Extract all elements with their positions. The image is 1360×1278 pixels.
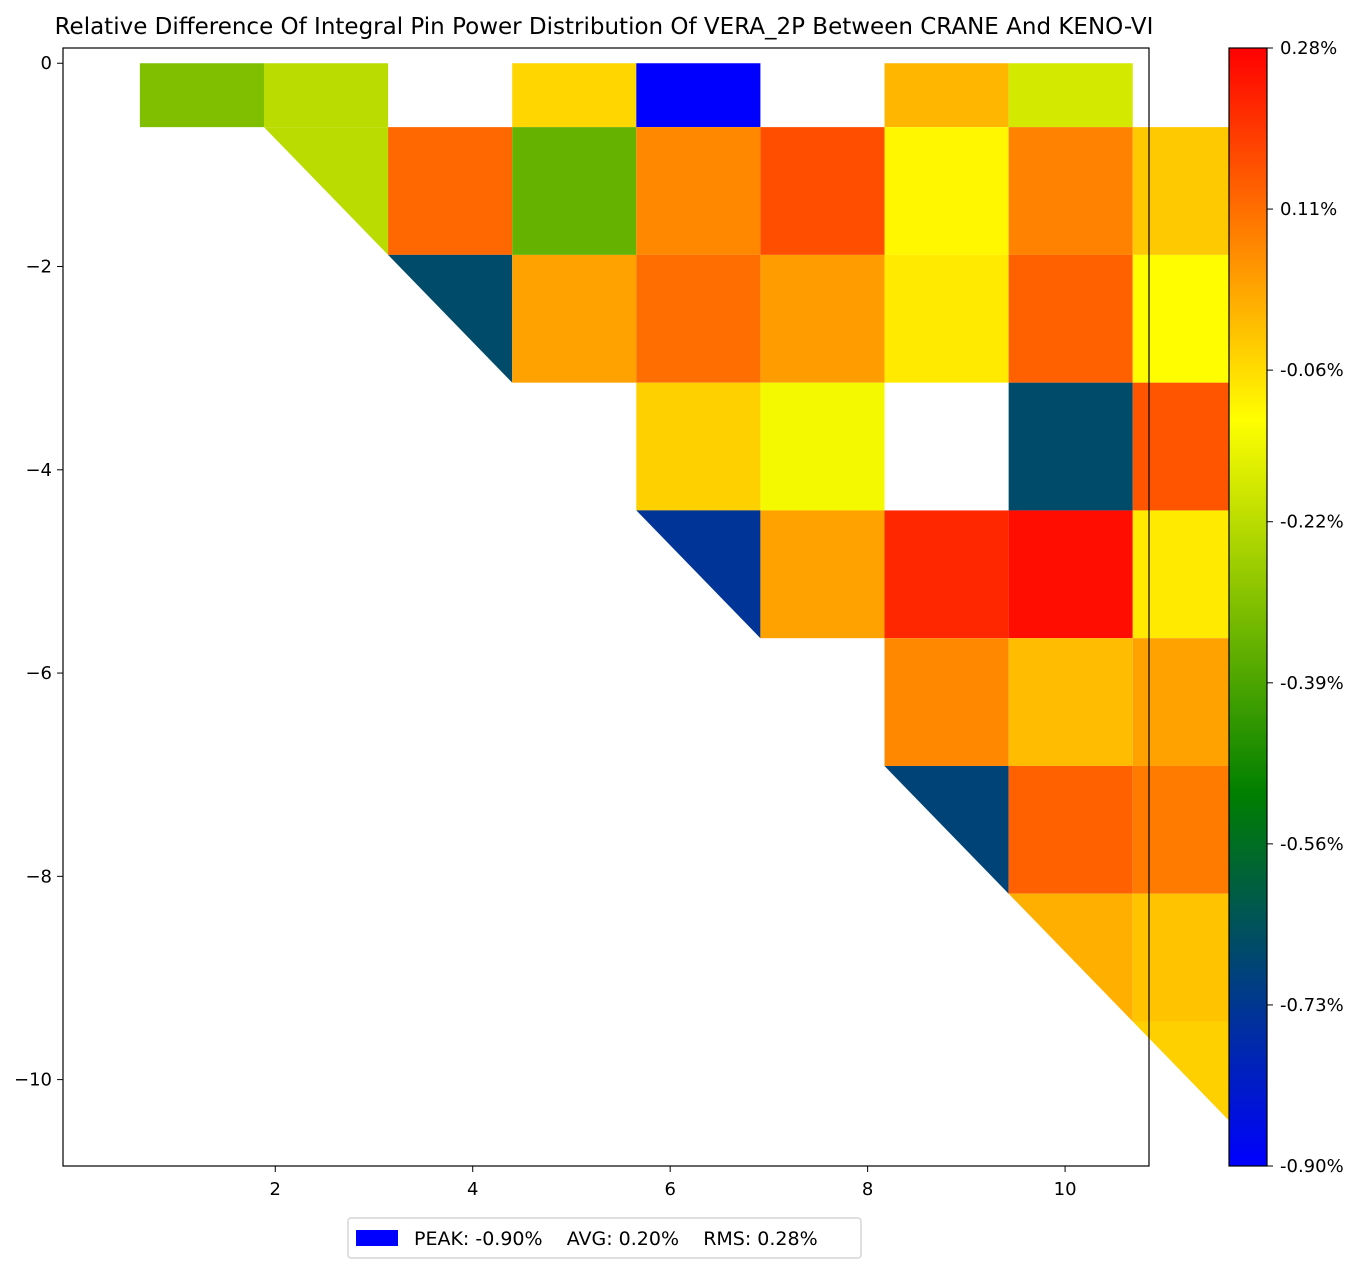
heatmap-cell xyxy=(1132,1021,1257,1150)
heatmap-cells xyxy=(139,63,1257,1150)
heatmap-cell xyxy=(512,254,637,383)
legend-frame xyxy=(347,1217,862,1259)
heatmap-cell xyxy=(884,127,1009,255)
heatmap-cell xyxy=(512,127,637,255)
legend-label: PEAK: -0.90% AVG: 0.20% RMS: 0.28% xyxy=(414,1228,818,1250)
heatmap-cell xyxy=(388,254,513,383)
chart-title: Relative Difference Of Integral Pin Powe… xyxy=(55,14,1154,40)
x-tick-label: 6 xyxy=(664,1179,675,1200)
colorbar-tick-label: 0.11% xyxy=(1280,199,1337,220)
heatmap-cell xyxy=(1008,127,1133,255)
heatmap-cell xyxy=(388,127,513,255)
y-tick-label: −6 xyxy=(25,663,52,684)
heatmap-cell xyxy=(636,254,761,383)
heatmap-cell xyxy=(884,254,1009,383)
heatmap-cell xyxy=(760,127,885,255)
colorbar-tick-label: -0.39% xyxy=(1280,673,1344,694)
x-tick-label: 10 xyxy=(1054,1179,1077,1200)
colorbar-tick-label: -0.22% xyxy=(1280,512,1344,533)
y-axis: 0 −2 −4 −6 −8 −10 xyxy=(14,53,63,1091)
heatmap-cell xyxy=(1008,382,1133,511)
x-tick-label: 4 xyxy=(467,1179,478,1200)
heatmap-cell xyxy=(884,638,1009,766)
y-tick-label: −2 xyxy=(25,257,52,278)
heatmap-cell xyxy=(512,63,637,128)
heatmap-cell xyxy=(636,127,761,255)
heatmap-cell xyxy=(1008,254,1133,383)
plot-frame xyxy=(62,47,1150,1167)
x-tick-label: 8 xyxy=(862,1179,873,1200)
heatmap-cell xyxy=(1008,893,1133,1022)
heatmap-cell xyxy=(1008,638,1133,766)
heatmap-cell xyxy=(884,510,1009,639)
x-axis: 2 4 6 8 10 xyxy=(270,1166,1077,1200)
y-tick-label: −4 xyxy=(25,460,52,481)
colorbar-tick-label: -0.73% xyxy=(1280,995,1344,1016)
heatmap-cell xyxy=(1008,63,1133,128)
heatmap-cell xyxy=(884,63,1009,128)
heatmap-cell xyxy=(1008,510,1133,639)
heatmap-cell xyxy=(1008,765,1133,894)
colorbar-axis: 0.28% 0.11% -0.06% -0.22% -0.39% -0.56% -0.73%… xyxy=(1267,38,1344,1177)
y-tick-label: −10 xyxy=(14,1070,52,1091)
heatmap-cell xyxy=(139,63,264,128)
colorbar-tick-label: -0.06% xyxy=(1280,360,1344,381)
heatmap-cell xyxy=(263,63,389,128)
heatmap-cell xyxy=(636,63,761,128)
y-tick-label: 0 xyxy=(41,53,52,74)
colorbar xyxy=(1228,47,1268,1167)
colorbar-tick-label: -0.90% xyxy=(1280,1156,1344,1177)
heatmap-cell xyxy=(263,127,389,255)
legend-box: PEAK: -0.90% AVG: 0.20% RMS: 0.28% xyxy=(347,1217,862,1259)
legend-swatch xyxy=(356,1230,398,1246)
x-tick-label: 2 xyxy=(270,1179,281,1200)
heatmap-cell xyxy=(760,382,885,511)
y-tick-label: −8 xyxy=(25,866,52,887)
heatmap-cell xyxy=(636,382,761,511)
heatmap-cell xyxy=(760,254,885,383)
heatmap-cell xyxy=(636,510,761,639)
colorbar-tick-label: -0.56% xyxy=(1280,834,1344,855)
heatmap-cell xyxy=(760,510,885,639)
heatmap-cell xyxy=(884,765,1009,894)
colorbar-tick-label: 0.28% xyxy=(1280,38,1337,59)
